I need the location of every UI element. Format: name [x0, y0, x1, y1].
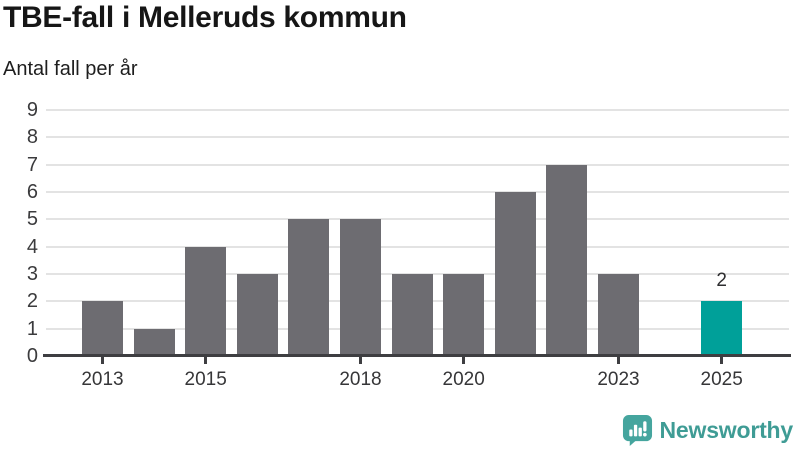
bar-2013	[82, 301, 123, 356]
y-axis-label: 5	[26, 208, 38, 231]
gridline-y5	[46, 218, 789, 221]
x-axis-tick	[359, 356, 362, 364]
bar-2025	[701, 301, 743, 356]
bar-2021	[494, 192, 536, 356]
y-axis-label: 7	[26, 153, 38, 176]
bar-2020	[443, 274, 485, 356]
y-axis-label: 6	[26, 181, 38, 203]
y-axis-label: 8	[26, 126, 38, 149]
y-axis-label: 3	[26, 263, 38, 285]
gridline-y9	[46, 109, 789, 111]
bar-2016	[236, 274, 278, 356]
y-axis-label: 4	[26, 235, 38, 258]
x-axis-label: 2020	[442, 369, 485, 390]
x-axis-line	[43, 354, 791, 357]
gridline-y8	[46, 136, 789, 139]
x-axis-tick	[720, 356, 724, 364]
x-axis-label: 2013	[81, 369, 124, 390]
newsworthy-logo-icon	[622, 414, 652, 446]
gridline-y4	[46, 245, 789, 248]
x-axis-tick	[204, 356, 208, 364]
chart-subtitle: Antal fall per år	[3, 58, 138, 80]
x-axis-label: 2015	[184, 369, 227, 390]
bar-2022	[546, 164, 588, 356]
newsworthy-branding: Newsworthy	[622, 413, 793, 447]
x-axis-label: 2023	[597, 369, 640, 390]
bar-value-label: 2	[716, 270, 727, 292]
newsworthy-wordmark: Newsworthy	[659, 416, 794, 443]
x-axis-tick	[617, 356, 620, 364]
y-axis-label: 2	[26, 290, 38, 313]
bar-2018	[340, 219, 381, 356]
y-axis-label: 1	[26, 317, 38, 340]
bar-chart-plot-area: 0 1 2 3 4 5 6 7 8 9 2 2013 2015 2018 2020 2023 2025	[27, 99, 791, 390]
x-axis-label: 2025	[700, 369, 743, 390]
x-axis-tick	[101, 356, 104, 364]
bar-2023	[598, 274, 639, 356]
bar-2019	[391, 274, 433, 356]
chart-title: TBE-fall i Melleruds kommun	[3, 1, 407, 34]
bar-2017	[288, 219, 330, 356]
y-axis-label: 0	[26, 345, 38, 367]
gridline-y6	[46, 191, 789, 193]
bar-2015	[185, 246, 227, 356]
x-axis-tick	[462, 356, 466, 364]
x-axis-label: 2018	[339, 369, 382, 390]
y-axis-label: 9	[26, 99, 38, 121]
gridline-y7	[46, 163, 789, 166]
bar-2014	[133, 328, 175, 356]
